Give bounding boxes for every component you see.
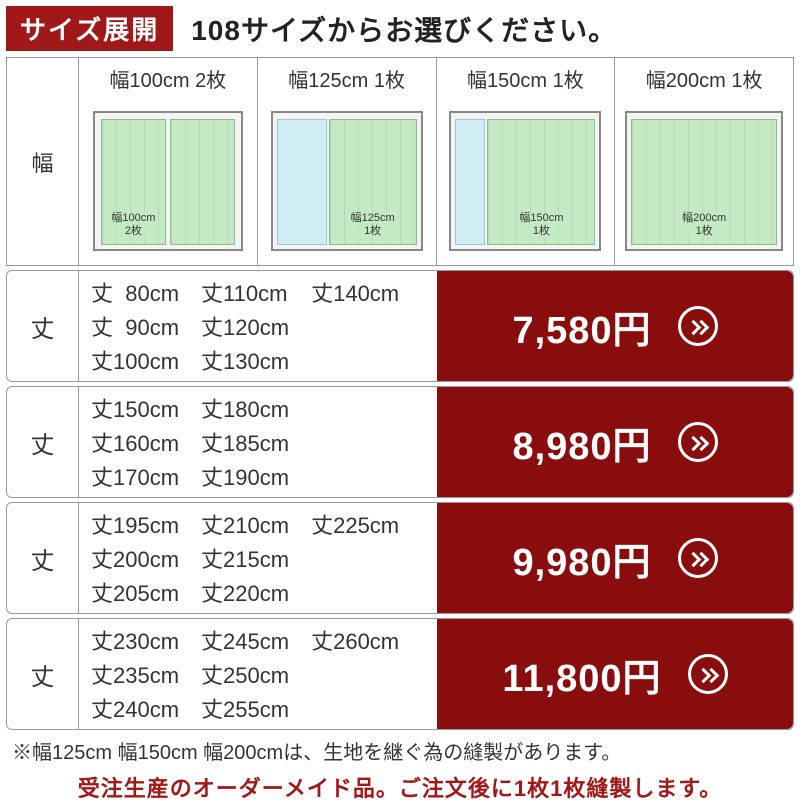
size-value: 丈120cm [201, 310, 289, 342]
size-value: 丈260cm [311, 624, 399, 656]
width-column-title: 幅100cm 2枚 [79, 58, 257, 97]
size-value: 丈255cm [201, 692, 289, 724]
size-value: 丈130cm [201, 344, 289, 376]
price-row: 丈丈195cm 丈210cm 丈225cm 丈200cm 丈215cm 丈205cm 丈22… [6, 502, 794, 614]
price-button[interactable]: 9,980円 [437, 503, 793, 613]
curtain-diagram: 幅200cm1枚 [615, 97, 793, 265]
curtain-diagram: 幅100cm2枚 [79, 97, 257, 265]
width-row-label: 幅 [7, 58, 79, 266]
price-text: 7,580円 [512, 299, 651, 354]
size-value [311, 692, 399, 724]
sizes-cell: 丈 80cm 丈110cm 丈140cm 丈 90cm 丈120cm 丈100cm 丈130… [79, 271, 437, 381]
length-row-label: 丈 [7, 271, 79, 381]
curtain-diagram: 幅125cm1枚 [258, 97, 436, 265]
width-column: 幅150cm 1枚幅150cm1枚 [437, 58, 616, 266]
sizes-cell: 丈195cm 丈210cm 丈225cm 丈200cm 丈215cm 丈205cm 丈220… [79, 503, 437, 613]
size-value: 丈215cm [201, 542, 289, 574]
size-value: 丈170cm [91, 460, 179, 492]
footnote-1: ※幅125cm 幅150cm 幅200cmは、生地を継ぐ為の縫製があります。 [6, 736, 794, 765]
sizes-cell: 丈150cm 丈180cm 丈160cm 丈185cm 丈170cm 丈190cm [79, 387, 437, 497]
size-value: 丈200cm [91, 542, 179, 574]
price-text: 8,980円 [512, 415, 651, 470]
size-value: 丈110cm [201, 276, 289, 308]
size-value [311, 542, 399, 574]
size-value [311, 658, 399, 690]
size-value: 丈185cm [201, 426, 289, 458]
size-value: 丈250cm [201, 658, 289, 690]
chevron-right-icon [678, 538, 718, 578]
size-value [311, 576, 399, 608]
size-value: 丈205cm [91, 576, 179, 608]
size-value: 丈 80cm [91, 276, 179, 308]
size-value: 丈150cm [91, 392, 179, 424]
size-value: 丈220cm [201, 576, 289, 608]
size-value: 丈230cm [91, 624, 179, 656]
size-value: 丈160cm [91, 426, 179, 458]
price-button[interactable]: 8,980円 [437, 387, 793, 497]
size-value: 丈180cm [201, 392, 289, 424]
width-column: 幅125cm 1枚幅125cm1枚 [258, 58, 437, 266]
width-table: 幅 幅100cm 2枚幅100cm2枚幅125cm 1枚幅125cm1枚幅150… [6, 57, 794, 266]
sizes-cell: 丈230cm 丈245cm 丈260cm 丈235cm 丈250cm 丈240cm 丈255… [79, 619, 437, 729]
price-button[interactable]: 11,800円 [437, 619, 793, 729]
price-row: 丈丈230cm 丈245cm 丈260cm 丈235cm 丈250cm 丈240cm 丈25… [6, 618, 794, 730]
chevron-right-icon [678, 306, 718, 346]
size-value [311, 344, 399, 376]
size-value: 丈140cm [311, 276, 399, 308]
size-value: 丈 90cm [91, 310, 179, 342]
size-badge: サイズ展開 [6, 6, 173, 51]
footnote-2: 受注生産のオーダーメイド品。ご注文後に1枚1枚縫製します。 [6, 771, 794, 803]
length-row-label: 丈 [7, 387, 79, 497]
width-column-title: 幅150cm 1枚 [437, 58, 615, 97]
width-column-title: 幅125cm 1枚 [258, 58, 436, 97]
size-value: 丈195cm [91, 508, 179, 540]
size-value: 丈235cm [91, 658, 179, 690]
size-value [311, 310, 399, 342]
chevron-right-icon [678, 422, 718, 462]
length-row-label: 丈 [7, 619, 79, 729]
size-value: 丈100cm [91, 344, 179, 376]
width-column: 幅100cm 2枚幅100cm2枚 [79, 58, 258, 266]
price-text: 9,980円 [512, 531, 651, 586]
width-column: 幅200cm 1枚幅200cm1枚 [615, 58, 794, 266]
size-value: 丈190cm [201, 460, 289, 492]
size-value: 丈245cm [201, 624, 289, 656]
curtain-diagram: 幅150cm1枚 [437, 97, 615, 265]
size-value: 丈240cm [91, 692, 179, 724]
price-row: 丈丈 80cm 丈110cm 丈140cm 丈 90cm 丈120cm 丈100cm 丈13… [6, 270, 794, 382]
size-value: 丈225cm [311, 508, 399, 540]
price-row: 丈丈150cm 丈180cm 丈160cm 丈185cm 丈170cm 丈190cm 8,9… [6, 386, 794, 498]
size-value: 丈210cm [201, 508, 289, 540]
length-row-label: 丈 [7, 503, 79, 613]
header-row: サイズ展開 108サイズからお選びください。 [6, 6, 794, 51]
header-text: 108サイズからお選びください。 [191, 9, 617, 49]
price-button[interactable]: 7,580円 [437, 271, 793, 381]
width-column-title: 幅200cm 1枚 [615, 58, 793, 97]
price-text: 11,800円 [502, 647, 661, 702]
chevron-right-icon [688, 654, 728, 694]
